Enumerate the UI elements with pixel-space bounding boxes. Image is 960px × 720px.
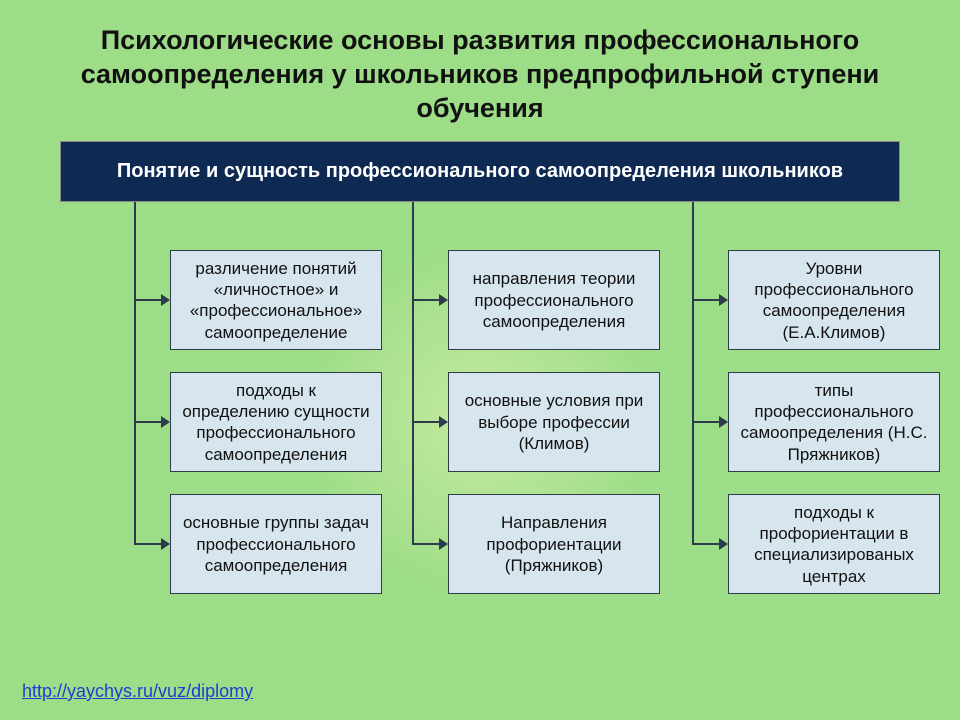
arrow-right-icon: [161, 294, 170, 306]
arrow-right-icon: [439, 294, 448, 306]
source-link[interactable]: http://yaychys.ru/vuz/diplomy: [22, 681, 253, 702]
connector-branch: [692, 299, 720, 301]
arrow-right-icon: [161, 538, 170, 550]
topic-cell: подходы к профориентации в специализиров…: [728, 494, 940, 594]
topic-cell: основные условия при выборе профессии (К…: [448, 372, 660, 472]
arrow-right-icon: [719, 294, 728, 306]
connector-vertical: [412, 202, 414, 544]
arrow-right-icon: [161, 416, 170, 428]
arrow-right-icon: [439, 538, 448, 550]
connector-branch: [412, 543, 440, 545]
topic-cell: типы профессионального самоопределения (…: [728, 372, 940, 472]
connector-branch: [692, 421, 720, 423]
connector-branch: [134, 299, 162, 301]
arrow-right-icon: [719, 416, 728, 428]
topic-cell: различение понятий «личностное» и «профе…: [170, 250, 382, 350]
connector-branch: [134, 543, 162, 545]
connector-vertical: [134, 202, 136, 544]
topic-cell: направления теории профессионального сам…: [448, 250, 660, 350]
topic-cell: основные группы задач профессионального …: [170, 494, 382, 594]
topic-cell: Уровни профессионального самоопределения…: [728, 250, 940, 350]
connector-branch: [134, 421, 162, 423]
topic-cell: подходы к определению сущности профессио…: [170, 372, 382, 472]
arrow-right-icon: [439, 416, 448, 428]
connector-branch: [412, 299, 440, 301]
connector-vertical: [692, 202, 694, 544]
main-banner: Понятие и сущность профессионального сам…: [60, 141, 900, 202]
arrow-right-icon: [719, 538, 728, 550]
connector-branch: [692, 543, 720, 545]
slide-title: Психологические основы развития професси…: [40, 24, 920, 125]
topic-cell: Направления профориентации (Пряжников): [448, 494, 660, 594]
diagram-grid: различение понятий «личностное» и «профе…: [40, 202, 920, 612]
connector-branch: [412, 421, 440, 423]
slide: Психологические основы развития професси…: [0, 0, 960, 720]
